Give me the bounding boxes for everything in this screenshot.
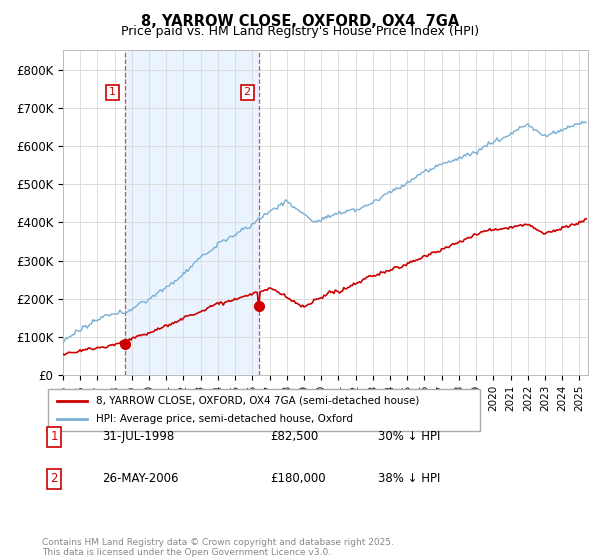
Text: 38% ↓ HPI: 38% ↓ HPI: [378, 472, 440, 486]
Text: Price paid vs. HM Land Registry's House Price Index (HPI): Price paid vs. HM Land Registry's House …: [121, 25, 479, 38]
Text: HPI: Average price, semi-detached house, Oxford: HPI: Average price, semi-detached house,…: [95, 414, 353, 424]
Text: 26-MAY-2006: 26-MAY-2006: [102, 472, 179, 486]
Text: 1: 1: [109, 87, 116, 97]
Text: 31-JUL-1998: 31-JUL-1998: [102, 430, 174, 444]
Text: 2: 2: [50, 472, 58, 486]
Text: Contains HM Land Registry data © Crown copyright and database right 2025.
This d: Contains HM Land Registry data © Crown c…: [42, 538, 394, 557]
Text: £180,000: £180,000: [270, 472, 326, 486]
Text: £82,500: £82,500: [270, 430, 318, 444]
Text: 1: 1: [50, 430, 58, 444]
FancyBboxPatch shape: [48, 389, 480, 431]
Text: 8, YARROW CLOSE, OXFORD, OX4 7GA (semi-detached house): 8, YARROW CLOSE, OXFORD, OX4 7GA (semi-d…: [95, 396, 419, 406]
Text: 8, YARROW CLOSE, OXFORD, OX4  7GA: 8, YARROW CLOSE, OXFORD, OX4 7GA: [141, 14, 459, 29]
Bar: [125, 50, 259, 375]
Text: 2: 2: [244, 87, 251, 97]
Text: 30% ↓ HPI: 30% ↓ HPI: [378, 430, 440, 444]
